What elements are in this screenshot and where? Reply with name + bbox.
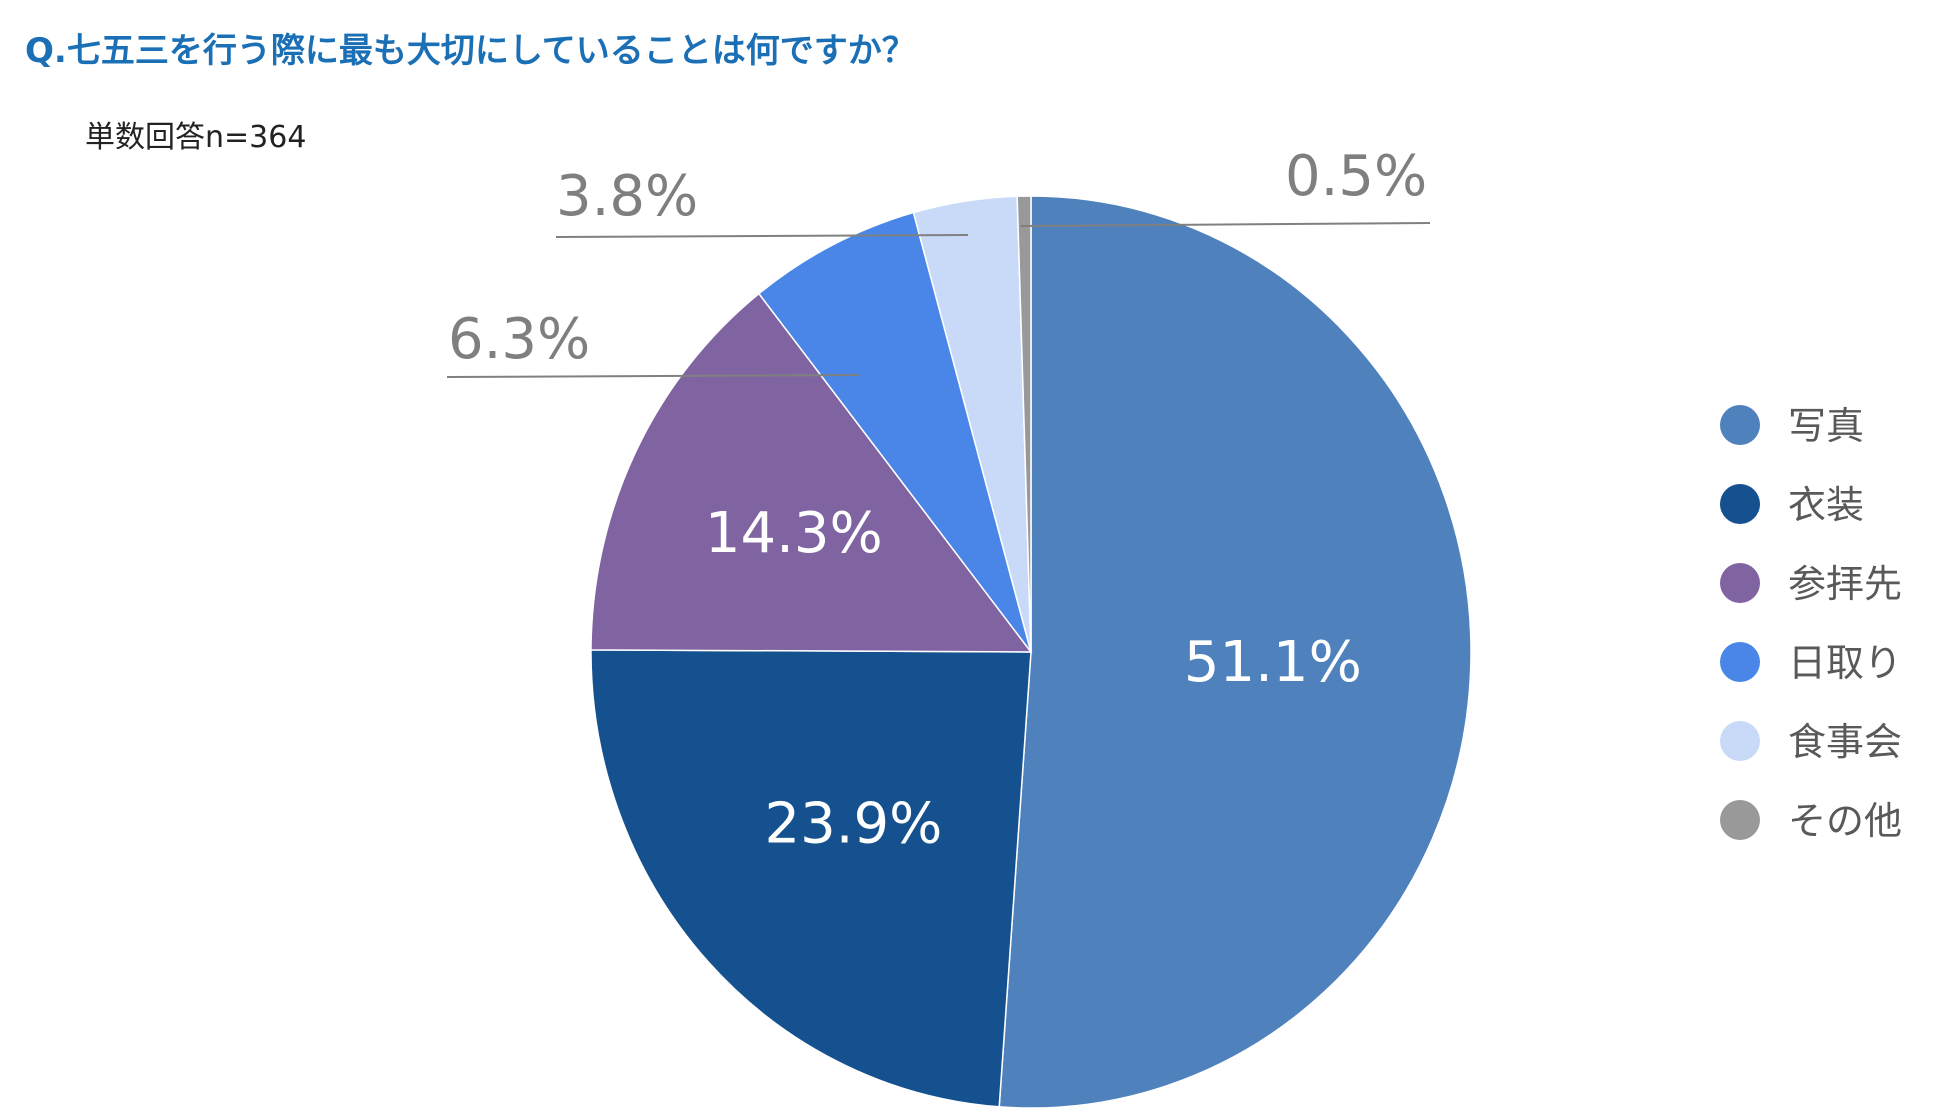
legend-label: 参拝先	[1788, 562, 1902, 606]
slice-1	[998, 195, 1472, 1109]
legend-label: 写真	[1788, 404, 1864, 448]
data-labels: 51.1% 23.9% 14.3% 6.3% 3.8% 0.5%	[448, 144, 1427, 856]
data-label: 23.9%	[764, 791, 942, 856]
data-label: 14.3%	[705, 501, 883, 566]
legend-swatch	[1720, 800, 1760, 840]
leader-lines	[446, 222, 1431, 378]
slice-6	[1016, 195, 1032, 653]
chart-title: Q.七五三を行う際に最も大切にしていることは何ですか？	[25, 31, 916, 71]
data-label: 51.1%	[1184, 630, 1362, 695]
pie-slices	[590, 195, 1472, 1109]
data-label: 6.3%	[448, 307, 590, 372]
legend-swatch	[1720, 642, 1760, 682]
slice-4	[757, 211, 1032, 653]
slice-2	[590, 649, 1032, 1108]
legend-label: 日取り	[1788, 641, 1902, 685]
legend-swatch	[1720, 563, 1760, 603]
leader-line	[555, 234, 969, 238]
chart-subtitle: 単数回答n=364	[85, 120, 306, 155]
data-label: 0.5%	[1285, 144, 1427, 209]
leader-line	[446, 374, 861, 378]
legend-swatch	[1720, 484, 1760, 524]
legend-label: 衣装	[1788, 483, 1864, 527]
slice-3	[590, 292, 1033, 653]
legend-label: 食事会	[1788, 720, 1902, 764]
legend-swatch	[1720, 405, 1760, 445]
data-label: 3.8%	[556, 164, 698, 229]
legend-swatch	[1720, 721, 1760, 761]
leader-line	[1020, 222, 1431, 227]
legend-label: その他	[1788, 799, 1902, 843]
